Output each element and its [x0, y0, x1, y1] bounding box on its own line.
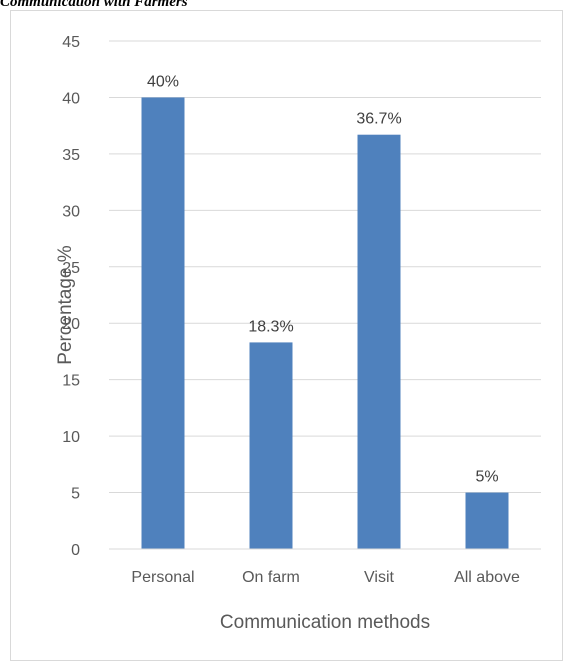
- y-tick-label: 5: [71, 486, 80, 503]
- chart-area: 0 5 10 15 20 25 30 35 40 45 40% 18.3% 36.7% 5% Perso…: [10, 10, 563, 661]
- bar-chart: 0 5 10 15 20 25 30 35 40 45 40% 18.3% 36.7% 5% Perso…: [55, 34, 541, 633]
- bar: [357, 134, 401, 549]
- y-axis-ticks: 0 5 10 15 20 25 30 35 40 45: [62, 34, 80, 559]
- data-label: 18.3%: [248, 318, 293, 335]
- bar: [465, 492, 509, 549]
- y-tick-label: 0: [71, 542, 80, 559]
- bars: [141, 97, 509, 549]
- x-tick-label: Visit: [364, 569, 394, 586]
- y-tick-label: 15: [62, 373, 80, 390]
- x-tick-label: Personal: [131, 569, 194, 586]
- figure-caption: Communication with Farmers: [0, 0, 188, 10]
- y-axis-label: Percentage %: [55, 245, 76, 364]
- x-axis-label: Communication methods: [220, 612, 430, 633]
- x-tick-label: All above: [454, 569, 520, 586]
- bar: [249, 342, 293, 549]
- x-axis-ticks: Personal On farm Visit All above: [131, 569, 520, 586]
- y-tick-label: 45: [62, 34, 80, 51]
- data-label: 36.7%: [356, 111, 401, 128]
- bar: [141, 97, 185, 549]
- y-tick-label: 30: [62, 203, 80, 220]
- data-labels: 40% 18.3% 36.7% 5%: [147, 73, 499, 485]
- x-tick-label: On farm: [242, 569, 300, 586]
- y-tick-label: 10: [62, 429, 80, 446]
- y-tick-label: 20: [62, 316, 80, 333]
- y-tick-label: 35: [62, 147, 80, 164]
- data-label: 5%: [475, 469, 498, 486]
- data-label: 40%: [147, 73, 179, 90]
- y-tick-label: 25: [62, 260, 80, 277]
- y-tick-label: 40: [62, 90, 80, 107]
